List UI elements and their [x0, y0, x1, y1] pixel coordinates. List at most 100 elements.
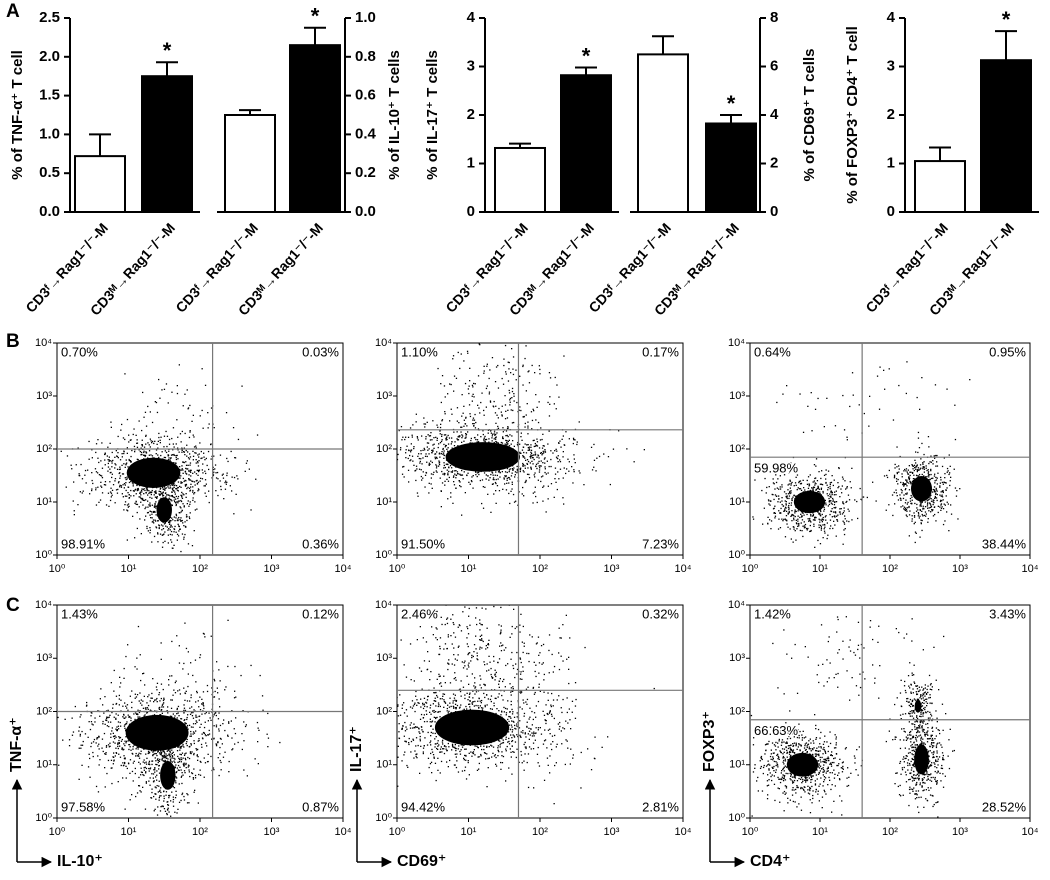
event-dot [918, 475, 920, 477]
event-dot [124, 477, 126, 479]
event-dot [115, 752, 117, 754]
event-dot [437, 426, 439, 428]
event-dot [144, 743, 146, 745]
event-dot [156, 701, 158, 703]
event-dot [493, 441, 495, 444]
event-dot [178, 516, 180, 519]
event-dot [153, 780, 155, 782]
event-dot [905, 509, 908, 511]
event-dot [107, 459, 109, 461]
event-dot [203, 776, 205, 778]
event-dot [842, 502, 844, 504]
event-dot [158, 765, 160, 767]
event-dot [160, 483, 163, 485]
event-dot [154, 496, 157, 498]
event-dot [920, 458, 922, 460]
event-dot [109, 481, 111, 483]
event-dot [504, 344, 507, 347]
event-dot [181, 491, 183, 494]
event-dot [924, 511, 927, 513]
event-dot [113, 760, 115, 762]
event-dot [208, 712, 210, 714]
event-dot [568, 438, 570, 440]
event-dot [943, 481, 945, 483]
event-dot [126, 476, 128, 478]
event-dot [132, 483, 134, 485]
event-dot [475, 447, 477, 449]
event-dot [181, 451, 183, 453]
event-dot [132, 490, 135, 492]
event-dot [129, 468, 131, 470]
event-dot [171, 491, 173, 493]
event-dot [506, 451, 508, 453]
event-dot [159, 724, 161, 726]
event-dot [476, 472, 478, 474]
event-dot [789, 487, 791, 489]
event-dot [173, 745, 175, 747]
event-dot [488, 438, 490, 440]
event-dot [922, 481, 924, 483]
event-dot [516, 458, 518, 460]
event-dot [119, 745, 121, 747]
event-dot [511, 483, 513, 485]
event-dot [911, 482, 913, 484]
event-dot [823, 508, 826, 510]
event-dot [941, 500, 943, 502]
event-dot [204, 492, 206, 494]
event-dot [892, 419, 895, 421]
event-dot [484, 467, 486, 469]
event-dot [183, 765, 185, 767]
event-dot [364, 477, 365, 478]
event-dot [914, 459, 916, 461]
event-dot [543, 452, 545, 454]
event-dot [920, 503, 922, 505]
event-dot [787, 526, 789, 528]
event-dot [140, 767, 142, 769]
event-dot [183, 754, 186, 756]
event-dot [903, 494, 905, 496]
event-dot [166, 478, 168, 480]
event-dot [193, 709, 195, 711]
event-dot [474, 446, 476, 448]
event-dot [491, 357, 494, 359]
event-dot [144, 465, 146, 467]
event-dot [893, 474, 896, 476]
event-dot [166, 479, 169, 481]
event-dot [257, 727, 259, 729]
event-dot [916, 475, 918, 477]
event-dot [909, 510, 911, 512]
event-dot [916, 503, 918, 506]
event-dot [779, 512, 781, 514]
event-dot [167, 469, 169, 471]
event-dot [921, 491, 923, 493]
event-dot [184, 533, 186, 536]
event-dot [470, 465, 472, 467]
event-dot [943, 457, 945, 459]
event-dot [801, 530, 803, 532]
event-dot [817, 485, 819, 487]
event-dot [793, 528, 795, 530]
event-dot [126, 504, 129, 506]
event-dot [202, 702, 204, 705]
event-dot [165, 726, 167, 728]
event-dot [164, 780, 166, 782]
event-dot [481, 444, 483, 446]
event-dot [902, 483, 904, 486]
event-dot [888, 368, 890, 370]
event-dot [128, 497, 130, 499]
event-dot [461, 394, 463, 396]
event-dot [522, 465, 524, 467]
event-dot [498, 469, 500, 472]
event-dot [829, 527, 831, 530]
event-dot [593, 466, 595, 468]
event-dot [158, 527, 160, 530]
event-dot [127, 506, 129, 508]
y-tick-label: 10² [36, 443, 52, 455]
event-dot [197, 748, 199, 751]
event-dot [117, 745, 119, 748]
event-dot [228, 721, 230, 723]
event-dot [172, 547, 174, 549]
event-dot [936, 477, 938, 479]
event-dot [835, 506, 837, 509]
event-dot [158, 715, 160, 717]
